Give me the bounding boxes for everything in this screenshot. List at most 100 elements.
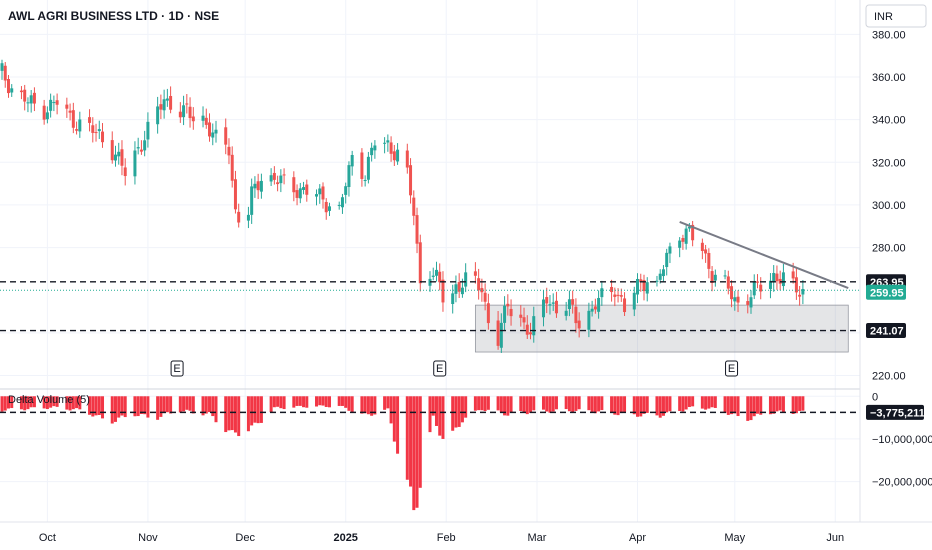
candle-body <box>710 271 714 283</box>
candle-body <box>464 272 468 287</box>
candle-body <box>224 127 228 145</box>
volume-bar <box>700 396 704 409</box>
volume-bar <box>208 396 212 413</box>
candle-body <box>707 252 711 269</box>
volume-tick-label: −20,000,000 <box>872 477 932 489</box>
candle-body <box>26 102 30 104</box>
volume-bar <box>337 396 341 406</box>
volume-bar <box>746 396 750 421</box>
candle-body <box>687 226 691 229</box>
candle-body <box>668 246 672 254</box>
volume-bar <box>65 396 69 410</box>
volume-bar <box>545 396 549 412</box>
candle-body <box>736 296 740 303</box>
volume-bar <box>736 396 740 417</box>
candle-body <box>42 105 46 120</box>
candle-body <box>746 301 750 305</box>
candle-body <box>276 182 280 185</box>
candle-body <box>91 125 95 133</box>
currency-box[interactable] <box>865 4 927 28</box>
volume-bar <box>276 396 280 407</box>
candle-body <box>532 316 536 336</box>
trendline[interactable] <box>679 221 849 290</box>
candle-body <box>370 147 374 156</box>
candle-body <box>233 179 237 210</box>
volume-bar <box>577 396 581 410</box>
volume-bar <box>778 396 782 411</box>
time-tick-label: Mar <box>528 532 547 544</box>
volume-bar <box>6 396 10 409</box>
last-price-label: 259.95 <box>870 287 904 299</box>
candle-body <box>298 188 302 199</box>
candle-body <box>159 104 163 110</box>
volume-bar <box>593 396 597 414</box>
price-tick-label: 340.00 <box>872 115 906 127</box>
volume-bar <box>525 396 529 415</box>
candle-body <box>460 287 464 295</box>
candle-body <box>178 111 182 118</box>
candle-body <box>386 140 390 143</box>
volume-bar <box>282 396 286 410</box>
indicator-title[interactable]: Delta Volume (5) <box>8 394 90 406</box>
volume-bar <box>363 396 367 414</box>
candle-body <box>636 278 640 295</box>
time-tick-label: Jun <box>826 532 844 544</box>
candle-body <box>691 224 695 241</box>
candle-body <box>253 183 257 189</box>
candle-body <box>165 98 169 101</box>
time-tick-label: May <box>724 532 745 544</box>
volume-bar <box>483 396 487 412</box>
candle-body <box>541 299 545 318</box>
candle-body <box>451 293 455 305</box>
candle-body <box>88 117 92 123</box>
volume-bar <box>519 396 523 411</box>
candle-body <box>551 302 555 304</box>
candle-body <box>139 149 143 152</box>
candle-body <box>794 277 798 293</box>
candle-body <box>227 146 231 156</box>
volume-bar <box>564 396 568 410</box>
candle-body <box>480 288 484 293</box>
volume-axis[interactable]: 0 −10,000,000 −20,000,000 <box>872 391 932 488</box>
candle-body <box>117 151 121 157</box>
candle-body <box>68 110 72 113</box>
volume-bar <box>94 396 98 416</box>
candle-body <box>496 320 500 346</box>
support-zone-box <box>474 304 849 353</box>
volume-bar <box>434 396 438 426</box>
candle-body <box>434 269 438 276</box>
volume-bar <box>460 396 464 423</box>
volume-bar <box>211 396 215 417</box>
candle-body <box>3 65 7 81</box>
candle-body <box>366 156 370 180</box>
volume-bar <box>571 396 575 413</box>
candle-body <box>593 306 597 310</box>
candle-body <box>509 308 513 317</box>
time-axis[interactable]: Oct Nov Dec 2025 Feb Mar Apr May Jun <box>39 532 844 544</box>
volume-bar <box>68 396 72 411</box>
volume-bar <box>661 396 665 416</box>
candle-body <box>347 165 351 188</box>
candle-body <box>525 324 529 335</box>
volume-bar <box>597 396 601 412</box>
volume-bar <box>639 396 643 417</box>
candle-body <box>752 281 756 296</box>
candle-body <box>801 289 805 295</box>
candle-body <box>305 184 309 195</box>
candle-body <box>214 129 218 134</box>
chart-title: AWL AGRI BUSINESS LTD · 1D · NSE <box>8 9 219 23</box>
candle-body <box>597 297 601 312</box>
volume-bar <box>710 396 714 408</box>
candle-body <box>182 105 186 118</box>
volume-bar <box>665 396 669 413</box>
volume-bar <box>117 396 121 418</box>
volume-bar <box>10 396 14 409</box>
volume-bar <box>214 396 218 423</box>
earnings-marker: E <box>725 360 739 377</box>
candle-body <box>730 286 734 300</box>
volume-bar <box>486 396 490 410</box>
volume-bar <box>139 396 143 415</box>
volume-bar <box>438 396 442 436</box>
